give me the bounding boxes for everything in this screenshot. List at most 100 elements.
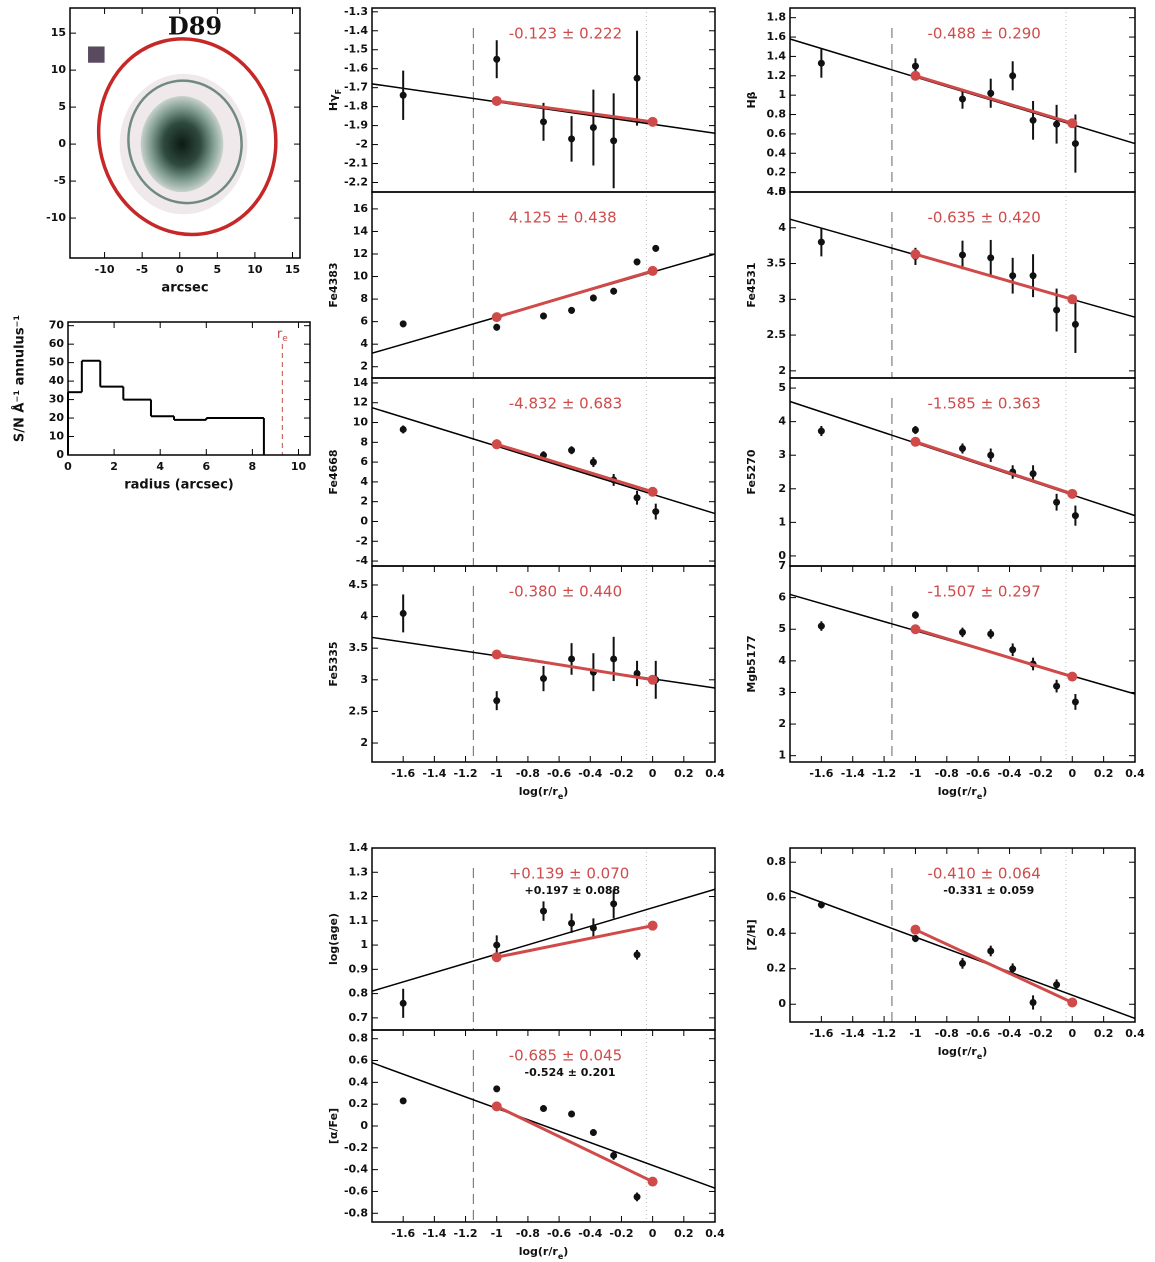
x-tick-label: 10 [291, 460, 307, 473]
x-tick-label: 5 [213, 263, 221, 276]
inner-fit-line [496, 1105, 654, 1183]
x-tick-label: 0.4 [1125, 767, 1145, 780]
frame [789, 565, 1136, 763]
data-point [1029, 470, 1037, 478]
inner-fit-line [496, 442, 654, 494]
y-tick-label: 0.6 [767, 891, 787, 904]
x-tick-label: -1.6 [391, 767, 415, 780]
panel: 0 10 20 30 40 50 60 70 0 2 4 6 8 10 re radius (arcsec) S… [12, 315, 311, 493]
data-point [493, 323, 501, 331]
x-tick-label: -10 [95, 263, 115, 276]
x-tick-label: -0.2 [609, 767, 633, 780]
y-tick-label: 0.9 [349, 962, 369, 975]
x-axis-label-end: ) [982, 1045, 987, 1058]
inner-fit-point [1067, 997, 1078, 1008]
data-point [911, 62, 919, 70]
slope-label: +0.139 ± 0.070 [509, 865, 630, 883]
x-tick-label: -0.4 [578, 767, 602, 780]
data-point [911, 935, 919, 943]
re-label-main: r [277, 327, 283, 342]
data-point [1009, 965, 1017, 973]
x-tick-label: -1 [909, 1027, 921, 1040]
inner-fit-point [1067, 118, 1078, 129]
y-tick-label: 0.8 [767, 855, 787, 868]
y-tick-label: -2 [356, 534, 368, 547]
x-tick-label: -1.4 [841, 1027, 865, 1040]
y-tick-label: 6 [360, 315, 368, 328]
y-tick-label: -1.5 [344, 43, 368, 56]
x-axis-label-main: log(r/r [519, 1245, 559, 1258]
psf [88, 46, 105, 63]
data-point [1029, 998, 1037, 1006]
data-point [568, 919, 576, 927]
y-tick-label: 0.2 [767, 962, 787, 975]
y-tick-label: 0 [778, 185, 786, 198]
y-axis-label: Fe4383 [327, 262, 340, 307]
y-tick-label: 1 [778, 88, 786, 101]
data-point [817, 59, 825, 67]
data-point [610, 1151, 618, 1159]
y-tick-label: 40 [49, 374, 65, 387]
panel: 0.7 0.8 0.9 1 1.1 1.2 1.3 1.4 +0.139 ± 0.070+0.1… [327, 841, 716, 1031]
inner-fit-line [915, 74, 1073, 125]
panel: -10 -5 0 5 10 15 -10 -5 0 5 10 15 D89 arcsec [46, 7, 301, 296]
data-point [568, 306, 576, 314]
x-tick-label: 0.4 [705, 767, 725, 780]
fit-line [371, 1062, 716, 1189]
y-tick-label: 2.5 [349, 704, 369, 717]
data-point [987, 89, 995, 97]
y-axis-label: [α/Fe] [327, 1108, 340, 1144]
inner-fit-point [491, 439, 502, 450]
data-point [1053, 120, 1061, 128]
y-tick-label: 60 [49, 337, 65, 350]
data-point [817, 622, 825, 630]
data-point [987, 947, 995, 955]
x-tick-label: 0.2 [1094, 767, 1114, 780]
x-tick-label: 15 [285, 263, 300, 276]
data-point [589, 124, 597, 132]
y-tick-label: 4 [778, 654, 786, 667]
y-tick-label: 3.5 [767, 257, 787, 270]
y-tick-label: 1.6 [767, 30, 787, 43]
x-tick-label: -0.8 [516, 1227, 540, 1240]
y-tick-label: 1.2 [767, 69, 787, 82]
inner-fit-line [496, 924, 653, 959]
slope-label-2: -0.524 ± 0.201 [525, 1066, 616, 1079]
data-point [633, 669, 641, 677]
x-tick-label: -1 [491, 1227, 503, 1240]
x-tick-label: 2 [110, 460, 118, 473]
y-tick-label: 10 [353, 270, 369, 283]
slope-label: -4.832 ± 0.683 [509, 395, 622, 413]
y-tick-label: 7 [778, 559, 786, 572]
y-tick-label: 0.4 [767, 146, 787, 159]
data-point [493, 941, 501, 949]
x-tick-label: 0 [649, 767, 657, 780]
y-tick-label: 0 [56, 448, 64, 461]
y-axis-label-main: [Z/H] [745, 919, 758, 950]
data-point [610, 287, 618, 295]
y-tick-label: -0.4 [344, 1163, 368, 1176]
y-tick-label: 70 [49, 319, 65, 332]
y-tick-label: 1.4 [349, 841, 369, 854]
y-axis-label-main: Fe4668 [327, 449, 340, 494]
contour [127, 79, 243, 205]
x-tick-label: -0.8 [935, 1027, 959, 1040]
data-point [1071, 512, 1079, 520]
plot-area [789, 378, 1136, 566]
x-tick-label: 0 [1068, 767, 1076, 780]
y-tick-label: 1 [778, 515, 786, 528]
x-axis-label-sub: e [977, 792, 983, 801]
x-tick-label: -1.6 [391, 1227, 415, 1240]
y-tick-label: 1 [778, 749, 786, 762]
inner-fit-point [910, 70, 921, 81]
frame [371, 1029, 716, 1223]
frame [789, 847, 1136, 1023]
data-point [493, 1085, 501, 1093]
x-tick-label: 0 [176, 263, 184, 276]
x-tick-label: 0.2 [674, 1227, 694, 1240]
plot-area [371, 192, 716, 378]
y-tick-label: 30 [49, 393, 65, 406]
data-point [959, 95, 966, 103]
y-tick-label: 0.2 [767, 166, 787, 179]
y-tick-label: 1.1 [349, 914, 369, 927]
